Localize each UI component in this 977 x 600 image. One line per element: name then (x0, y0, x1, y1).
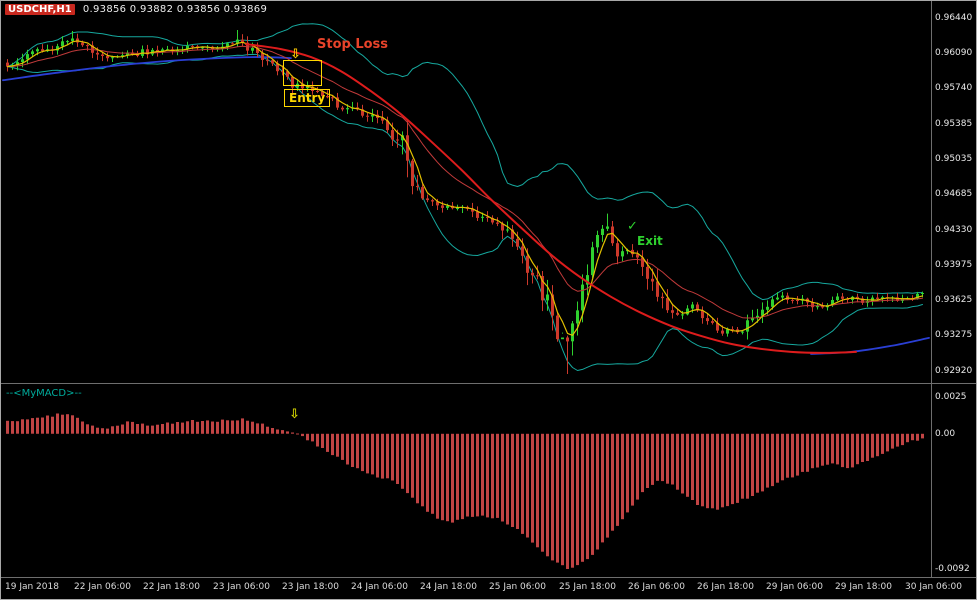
exit-check-icon[interactable]: ✓ (627, 219, 638, 234)
ohlc-readout: 0.93856 0.93882 0.93856 0.93869 (82, 4, 268, 15)
ma-medium-red-line (7, 45, 923, 319)
entry-label[interactable]: Entry (284, 89, 331, 107)
ma-slow-red-curve (245, 43, 857, 354)
ma-fast-yellow-line (6, 40, 924, 336)
candles-group[interactable] (6, 30, 924, 374)
ma-blue-line-right (810, 337, 930, 355)
bollinger-upper-line (7, 23, 923, 301)
time-axis-separator (1, 577, 976, 578)
symbol-badge: USDCHF,H1 (5, 4, 75, 15)
macd-histogram-group[interactable] (6, 413, 924, 570)
macd-signal-arrow-icon[interactable]: ⇩ (289, 407, 300, 422)
entry-box[interactable] (283, 60, 322, 86)
price-axis-separator (931, 1, 932, 577)
bollinger-lower-line (7, 53, 923, 371)
panel-separator[interactable] (1, 383, 976, 384)
exit-label[interactable]: Exit (637, 234, 663, 248)
stop-loss-label[interactable]: Stop Loss (317, 37, 389, 52)
ma-blue-line-left (2, 56, 292, 82)
entry-arrow-icon[interactable]: ⇩ (290, 47, 301, 62)
symbol-ohlc-bar: USDCHF,H1 0.93856 0.93882 0.93856 0.9386… (5, 4, 267, 15)
macd-indicator-label: --<MyMACD>-- (6, 388, 82, 399)
